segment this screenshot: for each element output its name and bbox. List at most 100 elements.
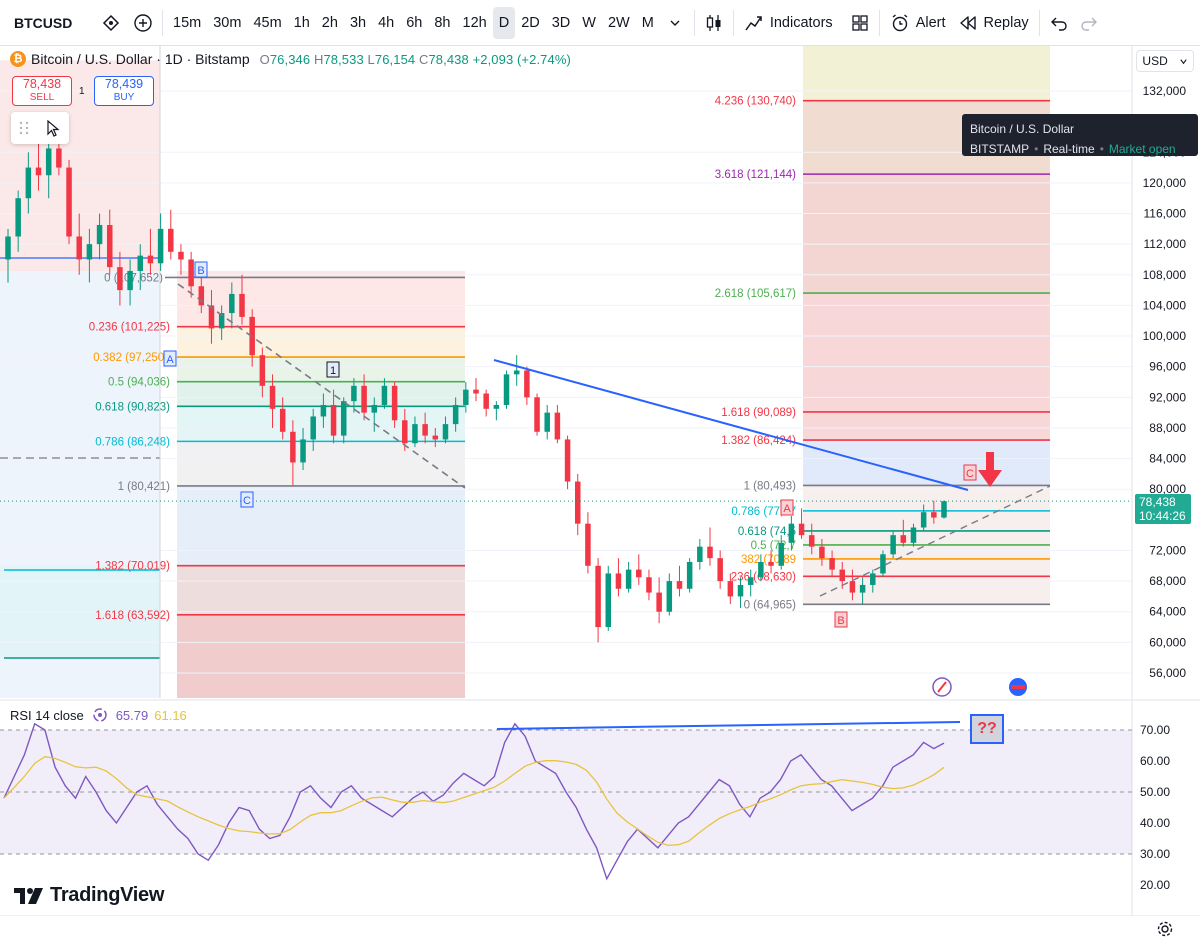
symbol-search-button[interactable]: BTCUSD [6, 6, 128, 40]
indicators-button[interactable]: Indicators [738, 7, 839, 39]
top-toolbar: BTCUSD 15m 30m 45m 1h 2h 3h 4h 6h 8h 12h D 2D 3D W 2W M… [0, 0, 1200, 46]
candle-body [768, 561, 774, 566]
price-axis-label: 120,000 [1143, 176, 1187, 190]
rsi-axis-label: 50.00 [1140, 785, 1170, 799]
candle-body [788, 523, 795, 543]
candle-body [320, 404, 327, 417]
price-axis-label: 132,000 [1143, 84, 1187, 98]
fib-zone [177, 277, 465, 327]
compare-symbol-icon[interactable] [102, 14, 120, 32]
price-axis-label: 100,000 [1143, 329, 1187, 343]
gear-icon[interactable] [1156, 920, 1174, 938]
interval-2w-button[interactable]: 2W [607, 14, 630, 31]
fib-level-label: 0.236 (101,225) [89, 322, 170, 334]
candle-body [371, 404, 378, 413]
brand-name: TradingView [50, 884, 165, 906]
candle-body [737, 584, 744, 597]
fib-level-label: 236 (68,630) [731, 571, 796, 583]
fib-level-label: 4.236 (130,740) [715, 96, 796, 108]
indicators-icon [745, 15, 762, 30]
interval-3h-button[interactable]: 3h [349, 14, 367, 31]
candle-body [25, 167, 32, 199]
price-axis-label: 112,000 [1144, 237, 1187, 251]
trend-line [819, 485, 1051, 597]
candle-body [310, 416, 316, 440]
candle-body [259, 355, 266, 386]
price-axis-label: 80,000 [1149, 482, 1186, 496]
undo-icon [1050, 17, 1067, 31]
fib-zone [177, 270, 465, 278]
buy-button[interactable]: 78,439 BUY [94, 76, 154, 106]
price-axis-label: 68,000 [1149, 574, 1186, 588]
add-symbol-button[interactable] [128, 7, 158, 39]
rsi-ma-line [3, 756, 945, 847]
bar-countdown: 10:44:26 [1139, 509, 1186, 523]
interval-m-button[interactable]: M [641, 14, 654, 31]
toolbar-divider [162, 9, 163, 36]
candle-body [127, 270, 133, 291]
interval-15m-button[interactable]: 15m [173, 14, 202, 31]
ohlc-values: O76,346 H78,533 L76,154 C78,438 +2,093 (… [260, 52, 571, 67]
sell-button[interactable]: 78,438 SELL [12, 76, 72, 106]
candle-body [137, 255, 144, 271]
cursor-arrow-icon[interactable] [45, 119, 61, 137]
candle-body [666, 581, 673, 612]
replay-button[interactable]: Replay [952, 7, 1035, 39]
candle-body [229, 293, 235, 314]
floating-drawing-toolbar[interactable] [11, 112, 69, 144]
interval-30m-button[interactable]: 30m [213, 14, 242, 31]
candle-body [66, 167, 72, 237]
chart-area[interactable]: 0 (107,652) 0.236 (101,225) 0.382 (97,250)… [0, 46, 1200, 916]
currency-label: USD [1142, 54, 1168, 68]
fib-zone [177, 614, 465, 698]
candle-body [686, 561, 693, 589]
candle-body [168, 228, 174, 252]
rsi-axis-label: 20.00 [1140, 878, 1170, 892]
interval-45m-button[interactable]: 45m [253, 14, 282, 31]
drag-handle-icon[interactable] [19, 121, 29, 135]
interval-8h-button[interactable]: 8h [434, 14, 451, 31]
undo-button[interactable] [1044, 7, 1074, 39]
candle-body [218, 313, 225, 329]
interval-w-button[interactable]: W [582, 14, 596, 31]
trend-line [493, 359, 969, 491]
price-axis-label: 60,000 [1149, 635, 1186, 649]
currency-selector[interactable]: USD [1136, 50, 1194, 72]
candle-body [605, 573, 612, 628]
settings-cycle-icon[interactable] [92, 707, 108, 723]
rsi-title: RSI 14 close [10, 707, 84, 723]
layout-templates-button[interactable] [845, 7, 875, 39]
alert-button[interactable]: Alert [884, 7, 952, 39]
wave-label: B [837, 615, 844, 627]
candle-body [239, 293, 245, 317]
candle-body [432, 435, 439, 440]
fib-zone [803, 174, 1050, 294]
rsi-axis-label: 60.00 [1140, 754, 1170, 768]
fib-zone [177, 441, 465, 486]
interval-list: 15m 30m 45m 1h 2h 3h 4h 6h 8h 12h D 2D 3D W 2W M [167, 6, 660, 39]
down-arrow-icon [978, 452, 1002, 487]
interval-3d-button[interactable]: 3D [551, 14, 571, 31]
candle-body [849, 581, 856, 593]
question-annotation[interactable]: ?? [970, 714, 1004, 744]
chart-type-button[interactable] [699, 7, 729, 39]
interval-d-button[interactable]: D [492, 6, 516, 39]
candle-body [920, 512, 927, 528]
low-key: L [367, 51, 375, 67]
replay-label: Replay [983, 14, 1029, 31]
interval-6h-button[interactable]: 6h [406, 14, 423, 31]
interval-dropdown-button[interactable] [660, 7, 690, 39]
candle-body [208, 305, 215, 329]
interval-1h-button[interactable]: 1h [293, 14, 310, 31]
price-axis-label: 84,000 [1149, 452, 1186, 466]
interval-4h-button[interactable]: 4h [378, 14, 395, 31]
price-chart-svg[interactable]: 0 (107,652) 0.236 (101,225) 0.382 (97,250)… [0, 46, 1200, 916]
price-axis-label: 92,000 [1149, 390, 1186, 404]
interval-2h-button[interactable]: 2h [321, 14, 338, 31]
candle-body [351, 385, 357, 402]
redo-button[interactable] [1074, 7, 1104, 39]
candle-body [279, 408, 286, 432]
interval-2d-button[interactable]: 2D [521, 14, 540, 31]
interval-12h-button[interactable]: 12h [462, 14, 487, 31]
price-axis-label: 56,000 [1149, 666, 1186, 680]
